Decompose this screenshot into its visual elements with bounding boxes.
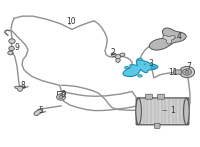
FancyBboxPatch shape <box>173 70 182 74</box>
Circle shape <box>179 66 195 78</box>
Circle shape <box>9 46 14 51</box>
Ellipse shape <box>119 53 125 57</box>
Text: 1: 1 <box>171 106 175 116</box>
Text: 10: 10 <box>66 17 76 26</box>
Ellipse shape <box>116 58 120 62</box>
Circle shape <box>185 71 189 74</box>
Text: 11: 11 <box>168 67 178 77</box>
Ellipse shape <box>151 66 155 69</box>
Polygon shape <box>163 36 175 44</box>
Text: 4: 4 <box>177 31 181 41</box>
Text: 6: 6 <box>61 90 65 99</box>
Text: 5: 5 <box>39 106 43 116</box>
Polygon shape <box>15 86 25 91</box>
FancyBboxPatch shape <box>158 94 164 99</box>
Text: 2: 2 <box>111 48 115 57</box>
Circle shape <box>59 96 63 98</box>
Text: 7: 7 <box>187 62 191 71</box>
Ellipse shape <box>125 66 129 69</box>
Circle shape <box>8 51 13 55</box>
Polygon shape <box>123 59 158 76</box>
Circle shape <box>183 69 191 75</box>
Circle shape <box>115 55 121 59</box>
Ellipse shape <box>138 75 142 77</box>
Ellipse shape <box>184 98 189 125</box>
Ellipse shape <box>136 98 141 125</box>
Circle shape <box>9 39 15 44</box>
Polygon shape <box>34 110 42 115</box>
Text: 9: 9 <box>15 42 19 52</box>
Text: 3: 3 <box>149 59 153 69</box>
Ellipse shape <box>111 53 117 57</box>
Text: 8: 8 <box>21 81 25 91</box>
FancyBboxPatch shape <box>154 123 160 128</box>
Polygon shape <box>149 28 186 50</box>
Circle shape <box>57 94 65 100</box>
Ellipse shape <box>138 58 142 61</box>
FancyBboxPatch shape <box>146 94 152 99</box>
FancyBboxPatch shape <box>136 98 189 125</box>
